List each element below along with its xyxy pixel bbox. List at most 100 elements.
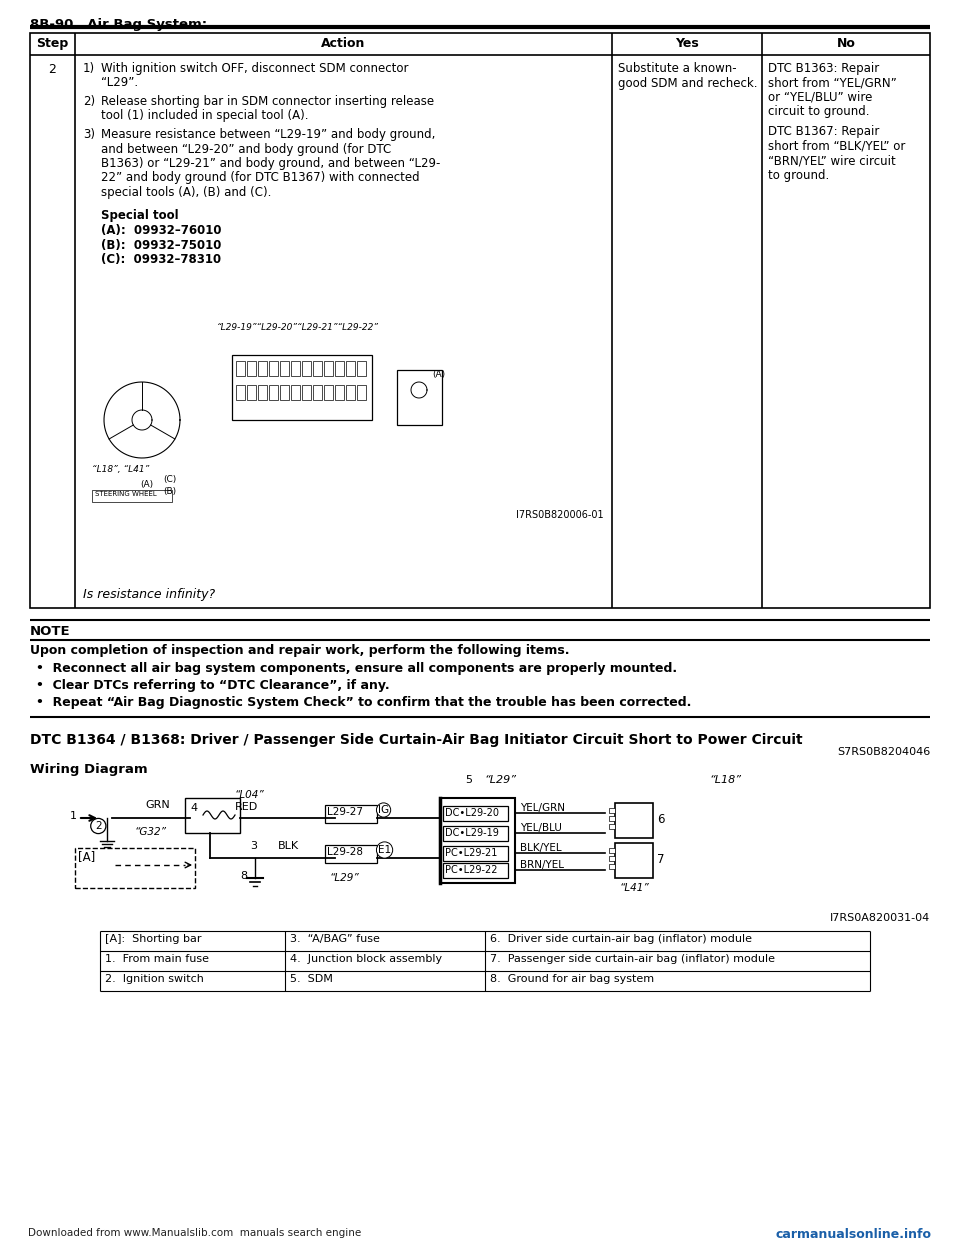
Bar	[443, 826, 508, 841]
Text: “L29”: “L29”	[485, 775, 517, 785]
Text: •  Clear DTCs referring to “DTC Clearance”, if any.: • Clear DTCs referring to “DTC Clearance…	[36, 679, 390, 692]
Text: tool (1) included in special tool (A).: tool (1) included in special tool (A).	[101, 109, 308, 123]
Text: BLK/YEL: BLK/YEL	[520, 843, 562, 853]
Text: [A]: [A]	[78, 850, 95, 863]
Text: 4: 4	[190, 804, 197, 814]
Text: DTC B1363: Repair: DTC B1363: Repair	[768, 62, 879, 75]
Bar	[75, 848, 195, 888]
Bar	[30, 34, 930, 609]
Text: 3.  “A/BAG” fuse: 3. “A/BAG” fuse	[290, 934, 380, 944]
Text: Upon completion of inspection and repair work, perform the following items.: Upon completion of inspection and repair…	[30, 645, 569, 657]
Text: “L04”: “L04”	[235, 790, 265, 800]
Text: 8: 8	[240, 871, 247, 881]
Bar	[313, 385, 322, 400]
Text: 2): 2)	[83, 94, 95, 108]
Bar	[280, 385, 289, 400]
Text: and between “L29-20” and body ground (for DTC: and between “L29-20” and body ground (fo…	[101, 143, 392, 155]
Text: 1: 1	[70, 811, 77, 821]
Text: 22” and body ground (for DTC B1367) with connected: 22” and body ground (for DTC B1367) with…	[101, 171, 420, 185]
Bar	[269, 361, 278, 376]
Text: (A): (A)	[140, 479, 154, 489]
Text: short from “YEL/GRN”: short from “YEL/GRN”	[768, 77, 897, 89]
Text: BLK: BLK	[278, 841, 300, 851]
Bar	[357, 385, 366, 400]
Text: 8B-90   Air Bag System:: 8B-90 Air Bag System:	[30, 17, 207, 31]
Text: •  Repeat “Air Bag Diagnostic System Check” to confirm that the trouble has been: • Repeat “Air Bag Diagnostic System Chec…	[36, 696, 691, 709]
Text: “G32”: “G32”	[135, 827, 167, 837]
Bar	[313, 361, 322, 376]
Text: Yes: Yes	[675, 37, 699, 50]
Text: [A]:  Shorting bar: [A]: Shorting bar	[105, 934, 202, 944]
Bar	[324, 385, 333, 400]
Text: (C):  09932–78310: (C): 09932–78310	[101, 253, 221, 266]
Text: “L29-19”“L29-20”“L29-21”“L29-22”: “L29-19”“L29-20”“L29-21”“L29-22”	[217, 323, 379, 332]
Text: 6: 6	[657, 814, 664, 826]
Text: to ground.: to ground.	[768, 169, 829, 181]
Text: DTC B1364 / B1368: Driver / Passenger Side Curtain-Air Bag Initiator Circuit Sho: DTC B1364 / B1368: Driver / Passenger Si…	[30, 733, 803, 746]
Text: Substitute a known-: Substitute a known-	[618, 62, 736, 75]
Bar	[346, 385, 355, 400]
Bar	[335, 385, 344, 400]
Text: short from “BLK/YEL” or: short from “BLK/YEL” or	[768, 139, 905, 153]
Text: 7.  Passenger side curtain-air bag (inflator) module: 7. Passenger side curtain-air bag (infla…	[490, 954, 775, 964]
Bar	[232, 355, 372, 420]
Text: 1): 1)	[83, 62, 95, 75]
Bar	[609, 864, 615, 869]
Bar	[291, 361, 300, 376]
Text: Is resistance infinity?: Is resistance infinity?	[83, 587, 215, 601]
Bar	[236, 361, 245, 376]
Bar	[185, 799, 240, 833]
Text: Wiring Diagram: Wiring Diagram	[30, 763, 148, 776]
Text: E1: E1	[378, 845, 391, 854]
Text: or “YEL/BLU” wire: or “YEL/BLU” wire	[768, 91, 873, 104]
Text: PC•L29-22: PC•L29-22	[445, 864, 497, 876]
Bar	[325, 845, 377, 863]
Bar	[609, 809, 615, 814]
Text: “BRN/YEL” wire circuit: “BRN/YEL” wire circuit	[768, 154, 896, 166]
Text: Measure resistance between “L29-19” and body ground,: Measure resistance between “L29-19” and …	[101, 128, 436, 142]
Text: L29-27: L29-27	[327, 807, 363, 817]
Text: (B): (B)	[163, 487, 176, 496]
Text: 5.  SDM: 5. SDM	[290, 974, 333, 984]
Text: I7RS0B820006-01: I7RS0B820006-01	[516, 510, 604, 520]
Text: “L41”: “L41”	[620, 883, 650, 893]
Bar	[325, 805, 377, 823]
Bar	[397, 370, 442, 425]
Text: GRN: GRN	[145, 800, 170, 810]
Text: Downloaded from www.Manualslib.com  manuals search engine: Downloaded from www.Manualslib.com manua…	[28, 1228, 361, 1238]
Text: “L29”: “L29”	[330, 873, 360, 883]
Bar	[609, 848, 615, 853]
Bar	[615, 804, 653, 838]
Bar	[236, 385, 245, 400]
Bar	[324, 361, 333, 376]
Bar	[440, 799, 515, 883]
Text: circuit to ground.: circuit to ground.	[768, 106, 870, 118]
Text: L29-28: L29-28	[327, 847, 363, 857]
Text: carmanualsonline.info: carmanualsonline.info	[776, 1228, 932, 1241]
Text: 2: 2	[48, 63, 56, 76]
Text: No: No	[836, 37, 855, 50]
Text: 3: 3	[250, 841, 257, 851]
Text: 5: 5	[465, 775, 472, 785]
Text: S7RS0B8204046: S7RS0B8204046	[837, 746, 930, 758]
Text: RED: RED	[235, 802, 258, 812]
Bar	[357, 361, 366, 376]
Text: (A): (A)	[432, 370, 445, 379]
Bar	[258, 361, 267, 376]
Bar	[291, 385, 300, 400]
Text: 3): 3)	[83, 128, 95, 142]
Bar	[335, 361, 344, 376]
Bar	[609, 823, 615, 828]
Bar	[92, 491, 172, 502]
Bar	[443, 863, 508, 878]
Bar	[443, 846, 508, 861]
Text: DC•L29-20: DC•L29-20	[445, 809, 499, 818]
Bar	[609, 856, 615, 861]
Text: 6.  Driver side curtain-air bag (inflator) module: 6. Driver side curtain-air bag (inflator…	[490, 934, 752, 944]
Text: BRN/YEL: BRN/YEL	[520, 859, 564, 869]
Text: “L18”, “L41”: “L18”, “L41”	[92, 465, 149, 474]
Text: good SDM and recheck.: good SDM and recheck.	[618, 77, 757, 89]
Text: YEL/BLU: YEL/BLU	[520, 823, 562, 833]
Text: 2: 2	[95, 821, 102, 831]
Bar	[280, 361, 289, 376]
